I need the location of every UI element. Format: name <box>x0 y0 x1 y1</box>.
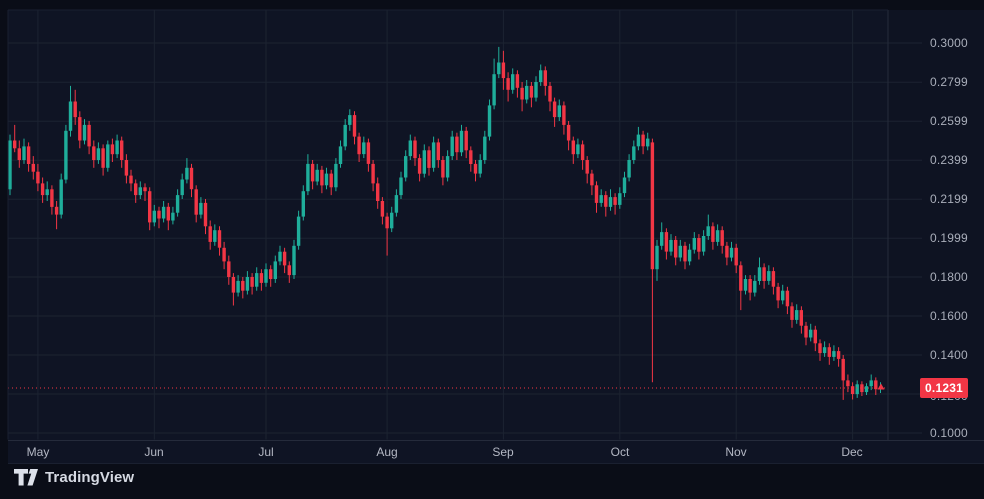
grid <box>8 10 922 440</box>
price-tick-label[interactable]: 0.3000 <box>930 36 968 50</box>
time-tick-label[interactable]: Oct <box>610 445 630 459</box>
price-scale-background <box>888 10 984 440</box>
tradingview-logo-icon <box>14 468 38 485</box>
last-price-marker-icon <box>877 383 885 390</box>
price-tick-label[interactable]: 0.1800 <box>930 270 968 284</box>
candles-series <box>8 46 883 400</box>
time-tick-label[interactable]: Sep <box>492 445 514 459</box>
price-tick-label[interactable]: 0.1999 <box>930 231 968 245</box>
time-tick-label[interactable]: May <box>26 445 50 459</box>
price-tick-label[interactable]: 0.1000 <box>930 426 968 440</box>
last-price-badge[interactable]: 0.1231 <box>920 378 968 398</box>
price-tick-label[interactable]: 0.1600 <box>930 309 968 323</box>
price-tick-label[interactable]: 0.2199 <box>930 192 968 206</box>
tradingview-logo-text: TradingView <box>45 468 135 486</box>
time-tick-label[interactable]: Nov <box>725 445 747 459</box>
price-tick-label[interactable]: 0.2599 <box>930 114 968 128</box>
time-tick-label[interactable]: Jun <box>144 445 164 459</box>
time-tick-label[interactable]: Jul <box>258 445 274 459</box>
time-tick-label[interactable]: Dec <box>841 445 863 459</box>
time-scale-background[interactable] <box>8 440 984 464</box>
last-price-line <box>8 383 888 390</box>
price-tick-label[interactable]: 0.2799 <box>930 75 968 89</box>
time-tick-label[interactable]: Aug <box>376 445 398 459</box>
price-tick-label[interactable]: 0.2399 <box>930 153 968 167</box>
pane-borders <box>7 9 889 464</box>
tradingview-logo[interactable]: TradingView <box>14 466 134 488</box>
price-tick-label[interactable]: 0.1400 <box>930 348 968 362</box>
